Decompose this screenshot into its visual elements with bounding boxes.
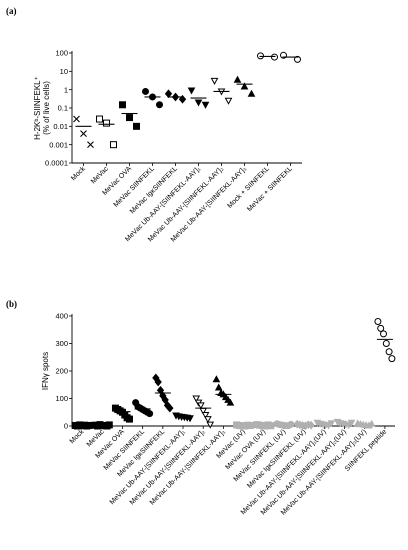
- data-point: [126, 114, 133, 122]
- data-point: [201, 412, 210, 420]
- data-point: [80, 130, 87, 138]
- data-point: [73, 115, 80, 123]
- data-point: [192, 395, 201, 403]
- data-point: [271, 53, 278, 61]
- data-point: [206, 421, 215, 429]
- data-point: [388, 355, 396, 363]
- y-tick-label: 100: [55, 394, 68, 403]
- data-point: [224, 97, 233, 105]
- data-point: [204, 416, 212, 424]
- data-point: [110, 141, 117, 149]
- panel-label-b: (b): [6, 299, 17, 309]
- y-tick-label: 300: [55, 339, 68, 348]
- data-point: [380, 330, 388, 338]
- y-tick-label: 0.0001: [45, 159, 68, 168]
- y-tick-label: 0.1: [58, 104, 68, 113]
- data-point: [119, 101, 126, 109]
- data-point: [87, 141, 94, 149]
- data-point: [103, 119, 110, 127]
- data-point: [294, 55, 301, 63]
- category-label: MeVac Ub-AAY-[SIINFEKL-AAY]₃: [149, 428, 227, 506]
- y-tick-label: 0.01: [53, 122, 68, 131]
- data-point: [96, 115, 103, 123]
- data-point: [133, 122, 140, 130]
- data-point: [201, 101, 210, 109]
- data-point: [166, 403, 174, 413]
- data-point: [156, 385, 165, 395]
- data-point: [385, 348, 393, 356]
- y-tick-label: 10: [60, 67, 68, 76]
- category-label: Mock + SIINFEKL: [226, 165, 270, 209]
- data-point: [233, 75, 242, 83]
- data-point: [156, 101, 163, 109]
- data-point: [327, 420, 336, 428]
- data-point: [154, 377, 162, 387]
- data-point: [347, 419, 356, 427]
- data-point: [125, 415, 133, 423]
- data-point: [161, 395, 169, 405]
- y-axis-title-units: (% of live cells): [42, 81, 51, 135]
- category-label: MeVac: [90, 165, 110, 185]
- category-label: MeVac Ub-AAY-[SIINFEKL-AAY]₂: [129, 428, 207, 506]
- category-label: Mock: [70, 165, 87, 182]
- data-point: [194, 99, 203, 107]
- data-point: [187, 87, 196, 95]
- panel-label-a: (a): [6, 6, 17, 16]
- y-axis-title: H-2Kᵇ-SIINFEKL⁺: [33, 76, 42, 140]
- data-point: [240, 82, 249, 90]
- y-tick-label: 0.001: [49, 140, 68, 149]
- data-point: [210, 77, 219, 85]
- data-point: [146, 410, 154, 418]
- category-label: MeVac SIINFEKL: [113, 165, 156, 208]
- category-label: MeVac Ub-AAY-[SIINFEKL-AAY]₁: [109, 428, 187, 506]
- y-tick-label: 0: [64, 422, 68, 431]
- data-point: [226, 398, 235, 406]
- data-point: [212, 375, 221, 383]
- data-point: [197, 402, 205, 410]
- category-label: MeVac + SIINFEKL: [246, 165, 294, 213]
- y-tick-label: 1: [64, 85, 68, 94]
- data-point: [257, 52, 264, 60]
- data-point: [247, 89, 256, 97]
- category-label: Mock: [69, 428, 86, 445]
- data-point: [214, 383, 223, 391]
- y-tick-label: 200: [55, 367, 68, 376]
- data-point: [382, 340, 390, 347]
- y-tick-label: 100: [55, 49, 68, 58]
- data-point: [105, 421, 113, 429]
- data-point: [142, 87, 149, 95]
- data-point: [374, 318, 382, 325]
- data-point: [164, 89, 173, 99]
- y-axis-title: IFNγ spots: [41, 352, 50, 390]
- data-point: [377, 324, 385, 332]
- y-tick-label: 400: [55, 312, 68, 321]
